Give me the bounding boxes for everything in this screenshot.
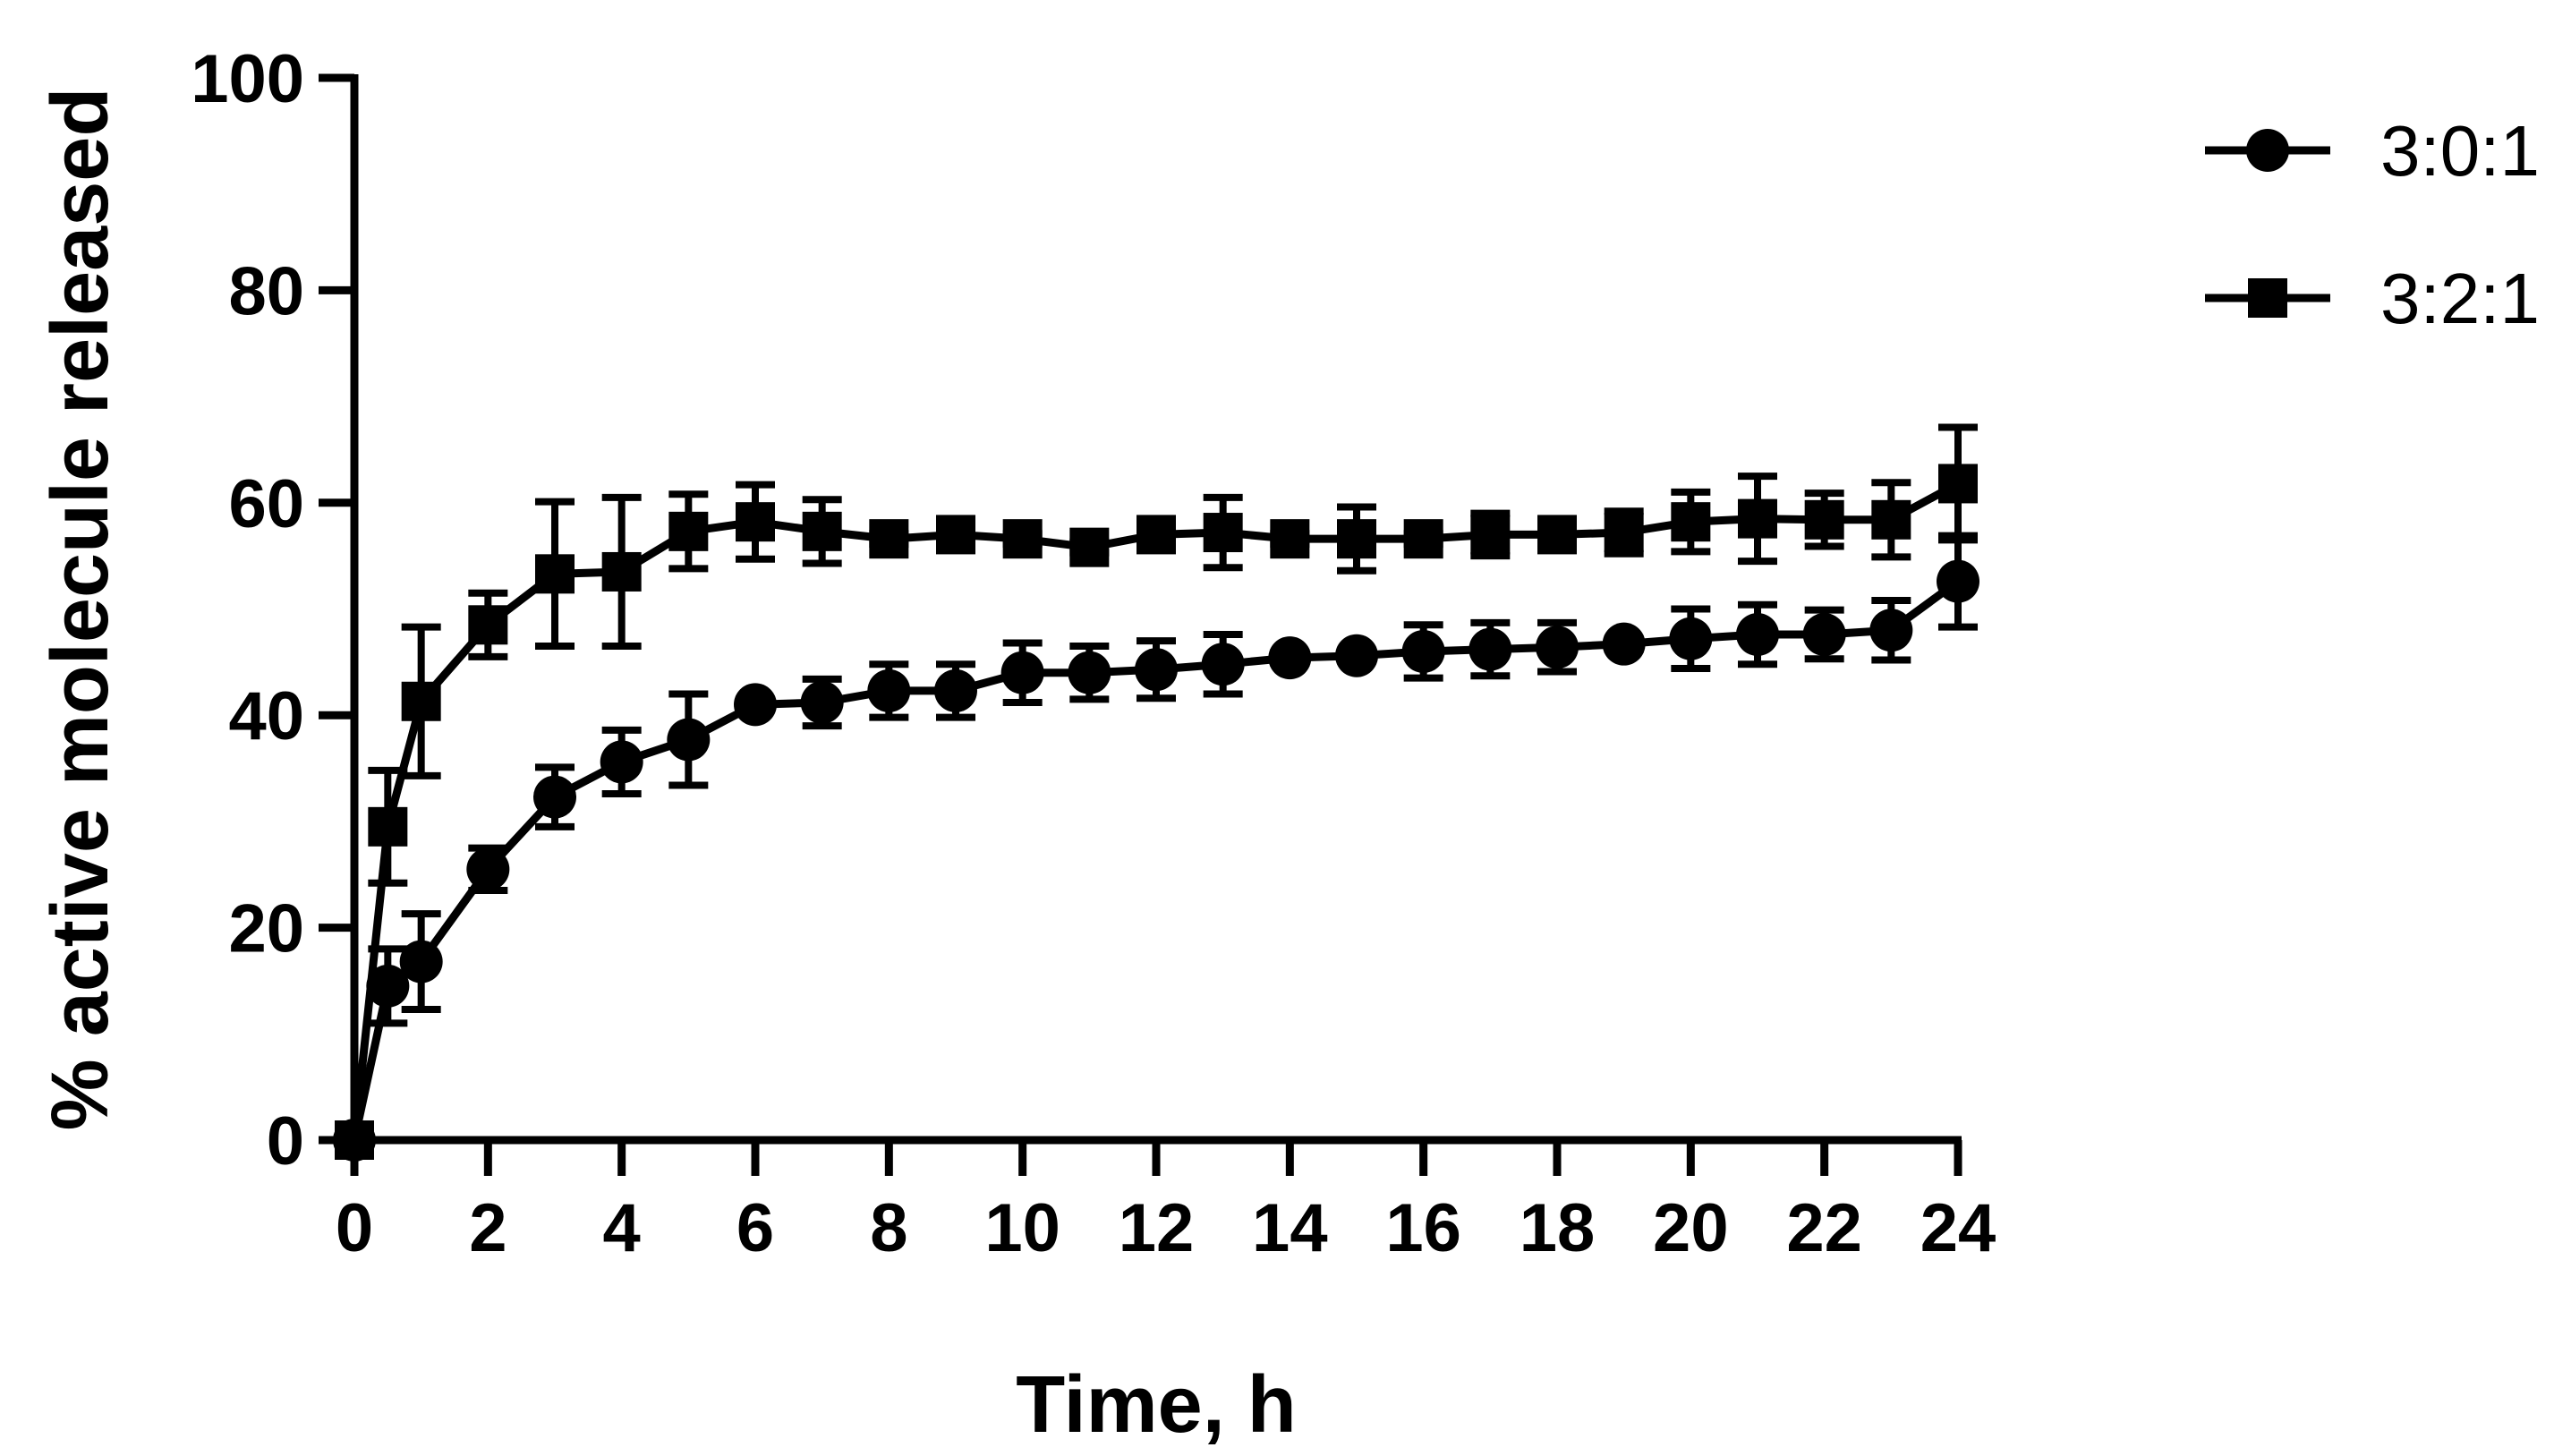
data-point <box>399 940 443 983</box>
x-tick-label: 2 <box>469 1190 507 1266</box>
data-point <box>468 605 508 645</box>
x-tick-label: 4 <box>603 1190 641 1266</box>
data-point <box>1335 634 1378 677</box>
data-point <box>1738 498 1777 539</box>
data-point <box>1069 527 1110 567</box>
data-point <box>1470 515 1511 555</box>
data-point <box>368 806 408 847</box>
x-tick-label: 22 <box>1786 1190 1862 1266</box>
series-3-0-1 <box>333 532 1979 1162</box>
data-point <box>1137 515 1176 555</box>
legend-label: 3:2:1 <box>2380 259 2540 338</box>
data-point <box>1671 502 1711 542</box>
series-3-2-1 <box>335 423 1978 1160</box>
x-tick-label: 20 <box>1653 1190 1729 1266</box>
data-point <box>802 511 842 551</box>
data-point <box>1736 612 1779 656</box>
data-point <box>936 515 975 555</box>
x-tick-label: 6 <box>736 1190 774 1266</box>
legend-marker <box>2246 129 2289 172</box>
data-point <box>1469 627 1512 671</box>
data-point <box>1403 519 1443 559</box>
y-tick-label: 0 <box>267 1103 304 1179</box>
data-point <box>1804 499 1844 540</box>
y-axis-title: % active molecule released <box>36 88 125 1131</box>
legend: 3:0:1 3:2:1 <box>2205 111 2540 338</box>
legend-item: 3:0:1 <box>2205 111 2540 191</box>
data-point <box>1604 513 1644 553</box>
data-point <box>1871 499 1911 540</box>
legend-item: 3:2:1 <box>2205 259 2540 338</box>
data-point <box>668 511 709 551</box>
data-point <box>1938 464 1978 504</box>
data-point <box>535 554 575 594</box>
data-point <box>466 847 510 891</box>
data-point <box>1602 622 1646 666</box>
data-point <box>867 668 911 712</box>
data-point <box>1401 629 1445 673</box>
y-tick-label: 40 <box>228 678 304 754</box>
y-tick-label: 100 <box>191 41 304 117</box>
x-tick-label: 14 <box>1252 1190 1328 1266</box>
data-point <box>533 775 576 819</box>
x-tick-label: 24 <box>1920 1190 1996 1266</box>
legend-marker <box>2248 278 2287 318</box>
x-tick-label: 8 <box>870 1190 907 1266</box>
data-point <box>1000 651 1044 694</box>
data-point <box>600 740 643 784</box>
series-layer <box>333 423 1979 1162</box>
data-point <box>1268 636 1312 680</box>
y-tick-label: 80 <box>228 253 304 329</box>
x-tick-label: 18 <box>1520 1190 1596 1266</box>
x-tick-label: 12 <box>1119 1190 1195 1266</box>
data-point <box>734 683 777 727</box>
data-point <box>1669 617 1713 660</box>
data-point <box>667 718 711 762</box>
series-line <box>350 480 1961 1141</box>
x-tick-label: 16 <box>1385 1190 1461 1266</box>
data-point <box>366 964 410 1008</box>
data-point <box>1201 643 1245 686</box>
data-point <box>800 680 844 724</box>
y-tick-label: 60 <box>228 466 304 542</box>
data-point <box>1536 626 1579 669</box>
data-point <box>736 502 775 542</box>
data-point <box>1068 651 1111 694</box>
data-point <box>1869 609 1913 652</box>
data-point <box>1537 515 1577 555</box>
data-point <box>1203 513 1243 553</box>
data-point <box>869 519 909 559</box>
data-point <box>1270 519 1310 559</box>
y-tick-label: 20 <box>228 891 304 967</box>
data-point <box>601 551 642 592</box>
legend-label: 3:0:1 <box>2380 111 2540 191</box>
data-point <box>1802 612 1846 656</box>
data-point <box>1002 519 1043 559</box>
data-point <box>1937 559 1979 603</box>
data-point <box>1337 519 1376 559</box>
x-axis-title: Time, h <box>1016 1360 1296 1450</box>
x-tick-label: 10 <box>984 1190 1060 1266</box>
data-point <box>401 681 441 721</box>
data-point <box>1135 648 1178 692</box>
data-point <box>934 668 977 712</box>
data-point <box>335 1120 374 1160</box>
x-tick-label: 0 <box>336 1190 373 1266</box>
